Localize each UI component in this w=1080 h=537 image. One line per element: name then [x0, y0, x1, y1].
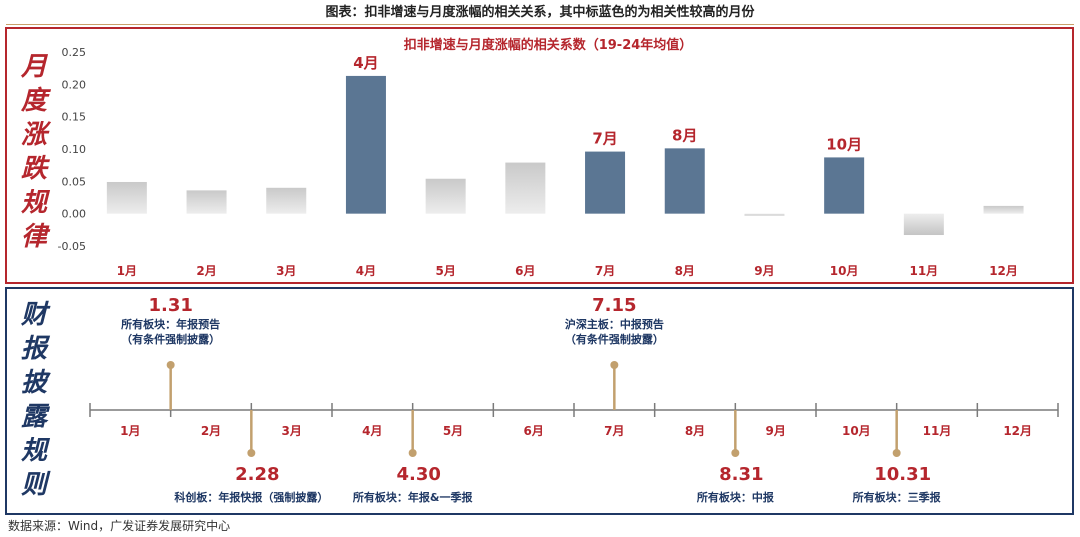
- x-tick-label: 1月: [117, 264, 137, 278]
- y-tick-label: 0.05: [62, 175, 87, 188]
- timeline-month-label: 10月: [842, 424, 871, 438]
- y-tick-label: 0.10: [62, 143, 87, 156]
- highlight-month-label: 7月: [592, 130, 617, 148]
- bar: [585, 151, 626, 214]
- bar: [903, 213, 944, 236]
- x-tick-label: 7月: [595, 264, 615, 278]
- timeline-month-label: 3月: [281, 424, 301, 438]
- timeline-month-label: 4月: [362, 424, 382, 438]
- monthly-pattern-side-label: 月 度 涨 跌 规 律: [14, 50, 54, 254]
- disclosure-rules-side-label: 财 报 披 露 规 则: [14, 298, 54, 502]
- x-tick-label: 2月: [196, 264, 216, 278]
- event-marker: [247, 449, 256, 457]
- event-marker: [610, 361, 619, 369]
- timeline-month-label: 2月: [201, 424, 221, 438]
- side-label-char: 规: [20, 436, 47, 466]
- bar: [425, 178, 466, 214]
- highlight-month-label: 10月: [826, 135, 862, 153]
- bar: [505, 162, 546, 214]
- event-description: （有条件强制披露）: [121, 332, 220, 346]
- bar: [983, 205, 1024, 214]
- side-label-char: 规: [20, 188, 47, 218]
- y-tick-label: 0.15: [62, 111, 87, 124]
- x-tick-label: 12月: [989, 264, 1018, 278]
- event-marker: [892, 449, 901, 457]
- side-label-char: 报: [20, 334, 47, 364]
- event-description: 科创板：年报快报（强制披露）: [174, 490, 328, 504]
- highlight-month-label: 4月: [353, 54, 378, 72]
- event-date: 10.31: [874, 464, 931, 485]
- bar: [106, 181, 147, 214]
- event-description: 所有板块：三季报: [853, 490, 942, 504]
- side-label-char: 披: [20, 368, 47, 398]
- y-tick-label: 0.20: [62, 78, 87, 91]
- y-tick-label: 0.00: [62, 208, 87, 221]
- timeline-month-label: 12月: [1003, 424, 1032, 438]
- event-date: 8.31: [719, 464, 763, 485]
- chart-title: 扣非增速与月度涨幅的相关系数（19-24年均值）: [404, 37, 693, 53]
- disclosure-timeline: 1月 2月 3月 4月 5月 6月 7月 8月 9月 10月 11月 12月 1.31所有板块：年报预告…: [89, 295, 1059, 504]
- x-tick-label: 9月: [754, 264, 774, 278]
- x-tick-label: 10月: [830, 264, 859, 278]
- title-divider: [6, 24, 1074, 25]
- event-description: 沪深主板：中报预告: [565, 317, 664, 331]
- event-description: 所有板块：中报: [697, 490, 775, 504]
- side-label-char: 月: [20, 52, 47, 82]
- timeline-month-label: 5月: [443, 424, 463, 438]
- x-tick-label: 8月: [675, 264, 695, 278]
- timeline-month-label: 7月: [604, 424, 624, 438]
- event-description: （有条件强制披露）: [565, 332, 664, 346]
- x-tick-label: 4月: [356, 264, 376, 278]
- event-marker: [731, 449, 740, 457]
- monthly-correlation-panel: [5, 27, 1074, 284]
- bar: [345, 75, 386, 214]
- data-source-note: 数据来源：Wind，广发证券发展研究中心: [8, 519, 231, 533]
- bar: [266, 187, 307, 214]
- timeline-month-label: 11月: [923, 424, 952, 438]
- timeline-month-label: 8月: [685, 424, 705, 438]
- side-label-char: 则: [20, 470, 47, 500]
- x-tick-label: 11月: [909, 264, 938, 278]
- timeline-month-label: 6月: [523, 424, 543, 438]
- figure-title: 图表：扣非增速与月度涨幅的相关关系，其中标蓝色的为相关性较高的月份: [325, 5, 755, 20]
- side-label-char: 露: [20, 402, 47, 432]
- side-label-char: 律: [20, 222, 47, 252]
- bar: [186, 190, 227, 214]
- side-label-char: 财: [20, 300, 47, 330]
- event-date: 2.28: [235, 464, 279, 485]
- y-tick-label: 0.25: [62, 46, 87, 59]
- y-tick-label: -0.05: [58, 240, 86, 253]
- disclosure-rules-panel: [5, 287, 1074, 515]
- event-date: 7.15: [592, 295, 636, 316]
- side-label-char: 涨: [20, 120, 47, 150]
- event-description: 所有板块：年报&一季报: [353, 490, 474, 504]
- side-label-char: 跌: [20, 154, 47, 184]
- side-label-char: 度: [20, 86, 47, 116]
- x-tick-label: 6月: [515, 264, 535, 278]
- bar: [824, 157, 865, 214]
- event-date: 4.30: [396, 464, 440, 485]
- event-description: 所有板块：年报预告: [121, 317, 220, 331]
- bar: [664, 148, 705, 214]
- event-marker: [408, 449, 417, 457]
- correlation-bar-chart: 扣非增速与月度涨幅的相关系数（19-24年均值） 0.25 0.20 0.15 0.10…: [58, 37, 1024, 278]
- highlight-month-label: 8月: [672, 126, 697, 144]
- event-marker: [166, 361, 175, 369]
- timeline-month-label: 1月: [120, 424, 140, 438]
- timeline-month-label: 9月: [765, 424, 785, 438]
- event-date: 1.31: [148, 295, 192, 316]
- x-tick-label: 3月: [276, 264, 296, 278]
- x-tick-label: 5月: [435, 264, 455, 278]
- bar: [744, 213, 785, 216]
